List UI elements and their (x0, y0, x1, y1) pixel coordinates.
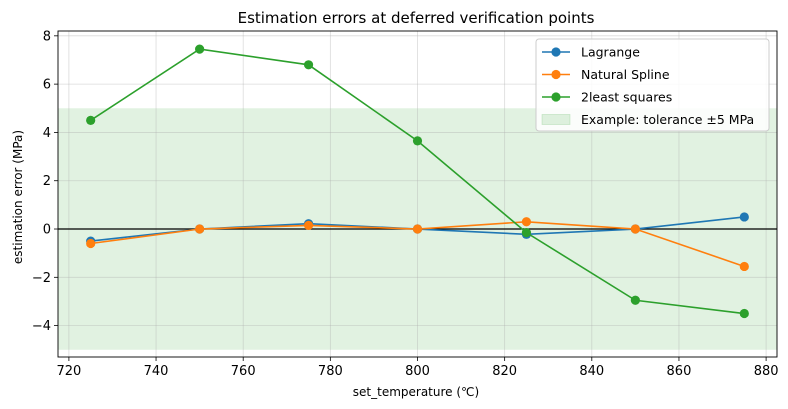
series-point-1 (412, 224, 423, 234)
y-tick-label: 4 (43, 126, 51, 141)
series-point-2 (630, 295, 640, 305)
series-point-1 (195, 224, 205, 234)
legend-box (535, 38, 770, 132)
legend-marker-0 (551, 47, 561, 57)
series-point-2 (739, 308, 749, 319)
x-tick-label: 720 (56, 364, 81, 379)
legend-label-0: Lagrange (581, 45, 640, 60)
plot-area: 720 740 760 780 800 820 840 860 880 −4 −2 0 2 4 6 8 Lagr… (32, 29, 779, 379)
x-tick-label: 840 (579, 364, 604, 379)
series-point-2 (303, 60, 314, 70)
x-tick-label: 860 (667, 364, 692, 379)
series-point-2 (412, 136, 423, 146)
legend-marker-2 (551, 92, 561, 102)
series-point-2 (195, 44, 205, 54)
y-tick-label: −4 (32, 319, 51, 334)
legend-label-1: Natural Spline (581, 67, 670, 82)
series-point-1 (521, 217, 532, 227)
series-point-2 (86, 115, 96, 125)
legend-label-2: 2least squares (581, 90, 672, 105)
series-point-1 (739, 261, 749, 272)
legend-label-band: Example: tolerance ±5 MPa (581, 112, 754, 127)
y-tick-label: 0 (43, 223, 51, 238)
series-point-1 (630, 224, 640, 234)
y-tick-label: 6 (43, 78, 51, 93)
x-tick-label: 740 (144, 364, 169, 379)
chart-title: Estimation errors at deferred verificati… (238, 9, 595, 27)
legend-marker-1 (551, 69, 561, 80)
x-tick-label: 760 (231, 364, 256, 379)
y-tick-label: 2 (43, 174, 51, 189)
y-axis-label: estimation error (MPa) (11, 130, 25, 264)
x-axis-label: set_temperature (℃) (353, 385, 479, 399)
x-tick-label: 800 (405, 364, 430, 379)
series-point-1 (86, 238, 96, 249)
x-tick-label: 820 (492, 364, 517, 379)
series-point-0 (739, 212, 749, 222)
series-point-1 (303, 220, 314, 230)
y-tick-label: 8 (43, 29, 51, 44)
y-tick-label: −2 (32, 271, 51, 286)
x-tick-label: 880 (754, 364, 779, 379)
legend-band-swatch (541, 114, 571, 125)
x-tick-label: 780 (318, 364, 343, 379)
series-point-2 (521, 228, 532, 238)
